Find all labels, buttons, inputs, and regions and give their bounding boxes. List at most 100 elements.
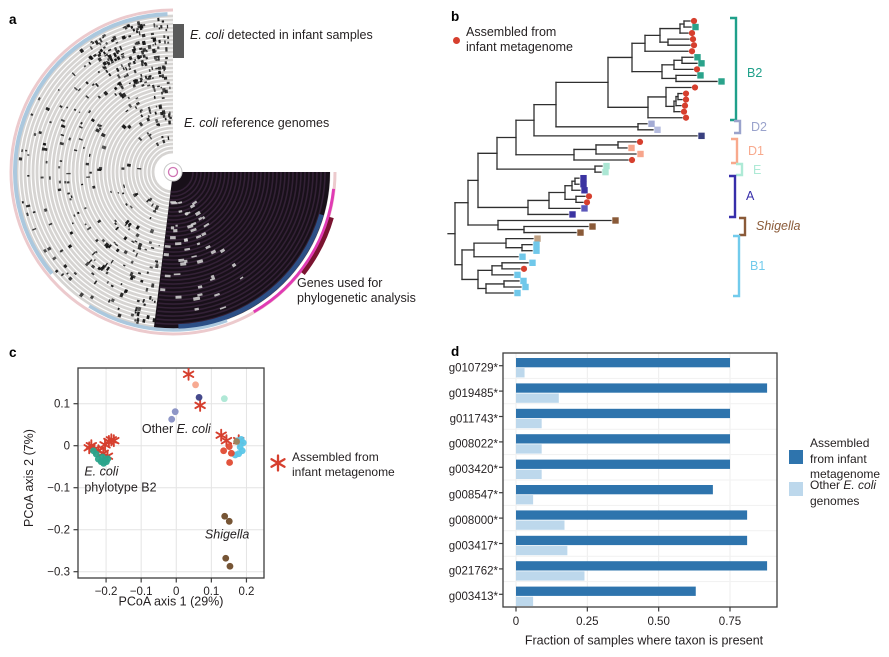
- bar-other-g003420*: [516, 469, 542, 479]
- annotation-phylotype-b2: E. coli phylotype B2: [84, 465, 156, 495]
- red-dot-icon: [453, 37, 460, 44]
- annotation-shigella: Shigella: [205, 528, 250, 542]
- genome-tip-teal: [698, 60, 705, 67]
- genome-tip-navy: [580, 181, 587, 188]
- legend-swatch-other: [789, 482, 803, 496]
- pcoa-y-axis-title: PCoA axis 2 (7%): [22, 429, 36, 527]
- bar-infant-g008000*: [516, 510, 748, 520]
- infant-metagenome-tip: [583, 199, 591, 206]
- clade-label-B2: B2: [747, 66, 762, 80]
- infant-metagenome-tip: [680, 108, 688, 115]
- clade-label-E: E: [753, 163, 761, 177]
- bar-infant-g003420*: [516, 459, 730, 469]
- gene-label: g003417*: [449, 540, 499, 552]
- panel-letter-b: b: [451, 9, 460, 24]
- clade-bracket-B1: [733, 234, 741, 298]
- bar-other-g019485*: [516, 393, 559, 403]
- scatter-points: [83, 367, 247, 570]
- label-infant-samples: E. coli detected in infant samples: [190, 28, 373, 42]
- genome-tip-navy: [581, 187, 588, 194]
- infant-metagenome-tip: [693, 66, 701, 73]
- genome-tip-navy: [569, 211, 576, 218]
- phylogenetic-genes-sector: [153, 171, 330, 329]
- plot-border: [502, 352, 778, 608]
- infant-metagenome-tip: [636, 138, 644, 145]
- tree-branches: [447, 20, 718, 294]
- label-genes-phylogenetic: Genes used for phylogenetic analysis: [297, 276, 416, 305]
- genome-tip-ltblue: [514, 271, 521, 279]
- legend-asterisk: [270, 454, 286, 472]
- genome-tip-teal: [692, 23, 699, 31]
- bar-other-g003413*: [516, 596, 534, 606]
- svg-text:0: 0: [513, 616, 519, 628]
- asterisk-marker: [194, 398, 206, 412]
- panel-b-legend-label: Assembled from infant metagenome: [466, 25, 574, 54]
- genome-tip-salmon: [637, 150, 644, 158]
- genome-tip-teal: [718, 78, 725, 85]
- genome-tip-ltpurple2: [654, 126, 661, 134]
- infant-metagenome-tip: [691, 84, 699, 91]
- genome-tip-ltblue: [533, 247, 540, 254]
- series-other-e-coli-d2-: [168, 408, 179, 423]
- gene-label: g011743*: [450, 413, 499, 425]
- plot-center: [163, 162, 183, 182]
- gene-label: g008547*: [449, 490, 499, 502]
- genome-tip-mint: [603, 162, 610, 170]
- bar-infant-g003417*: [516, 535, 748, 546]
- svg-text:0.25: 0.25: [576, 616, 598, 628]
- series-other-tan-: [233, 438, 241, 445]
- clade-label-D2: D2: [751, 120, 767, 134]
- bar-other-g003417*: [516, 545, 568, 556]
- genome-tip-ltblue: [520, 277, 527, 285]
- svg-text:0.50: 0.50: [647, 616, 669, 628]
- bar-other-g008547*: [516, 495, 534, 505]
- bar-other-g008000*: [516, 520, 565, 530]
- infant-metagenome-tip: [690, 17, 698, 25]
- genome-tip-mint: [602, 168, 609, 176]
- infant-metagenome-tip: [682, 96, 690, 103]
- clade-bracket-D1: [731, 137, 739, 165]
- bar-infant-g019485*: [516, 383, 768, 393]
- clade-label-B1: B1: [750, 259, 765, 273]
- bar-other-g010729*: [516, 368, 525, 378]
- svg-text:0.1: 0.1: [54, 399, 70, 411]
- genome-tip-ltblue: [533, 241, 540, 248]
- tree-tip-markers: [514, 17, 725, 297]
- infant-metagenome-tip: [689, 36, 697, 43]
- panel-letter-c: c: [9, 345, 17, 360]
- svg-text:0.75: 0.75: [719, 616, 741, 628]
- clade-bracket-A: [729, 174, 737, 219]
- label-reference-genomes: E. coli reference genomes: [184, 116, 330, 130]
- genome-tip-brown: [589, 223, 596, 230]
- genome-tip-salmon: [628, 144, 635, 152]
- asterisk-marker: [182, 367, 195, 381]
- gene-label: g003413*: [449, 591, 499, 603]
- gene-label: g021762*: [449, 566, 499, 578]
- gene-label: g019485*: [449, 388, 499, 400]
- svg-text:−0.2: −0.2: [95, 586, 118, 598]
- asterisk-marker: [215, 428, 227, 442]
- gridlines: [78, 368, 264, 578]
- infant-samples-marker: [173, 24, 184, 58]
- genome-tip-ltblue: [522, 283, 529, 291]
- clade-label-Shigella: Shigella: [756, 219, 801, 233]
- gene-label: g010729*: [449, 363, 499, 375]
- genome-tip-teal: [697, 72, 704, 79]
- legend-infant-label: Assembled from infant metagenome: [810, 436, 881, 481]
- gene-absence-speckles: [160, 200, 244, 311]
- asterisk-marker: [108, 434, 120, 448]
- genome-tip-ltblue: [529, 259, 536, 266]
- bar-infant-g008022*: [516, 434, 730, 444]
- bar-other-g011743*: [516, 418, 542, 429]
- asterisk-marker: [220, 434, 233, 448]
- svg-text:0: 0: [173, 586, 179, 598]
- infant-metagenome-tip: [681, 102, 689, 109]
- genome-tip-navy: [580, 174, 587, 182]
- svg-text:−0.2: −0.2: [47, 525, 70, 537]
- genome-tip-teal: [694, 54, 701, 61]
- infant-metagenome-tip: [688, 29, 696, 37]
